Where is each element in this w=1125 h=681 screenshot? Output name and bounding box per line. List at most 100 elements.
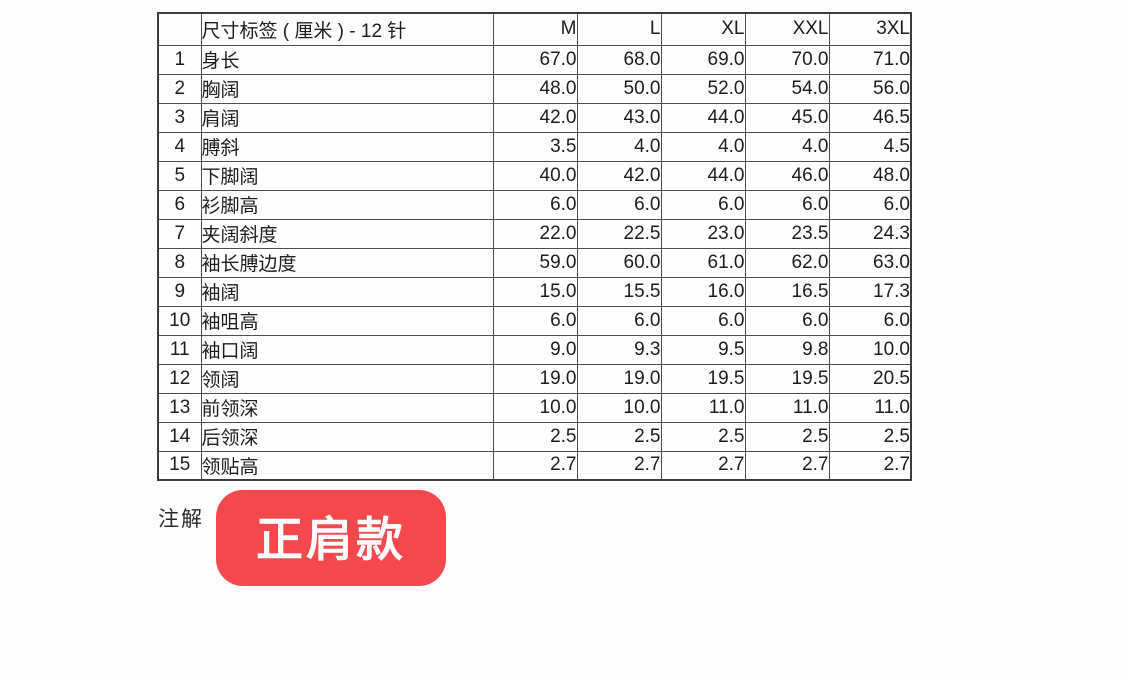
value-cell: 40.0 [492, 160, 578, 191]
row-number-cell: 12 [157, 363, 202, 394]
value-cell: 45.0 [744, 102, 830, 133]
table-row: 15 领贴高 2.7 2.7 2.7 2.7 2.7 [157, 450, 912, 481]
row-label-cell: 前领深 [200, 392, 494, 423]
value-cell: 6.0 [492, 305, 578, 336]
header-size-cell: XL [660, 12, 746, 46]
table-row: 8 袖长膊边度 59.0 60.0 61.0 62.0 63.0 [157, 247, 912, 278]
row-label-cell: 肩阔 [200, 102, 494, 133]
row-label-cell: 领贴高 [200, 450, 494, 481]
value-cell: 10.0 [492, 392, 578, 423]
value-cell: 44.0 [660, 102, 746, 133]
value-cell: 19.0 [576, 363, 662, 394]
row-number-cell: 5 [157, 160, 202, 191]
row-number-cell: 14 [157, 421, 202, 452]
value-cell: 6.0 [744, 305, 830, 336]
row-label-cell: 袖长膊边度 [200, 247, 494, 278]
value-cell: 2.7 [828, 450, 912, 481]
value-cell: 11.0 [660, 392, 746, 423]
row-label-cell: 领阔 [200, 363, 494, 394]
table-row: 5 下脚阔 40.0 42.0 44.0 46.0 48.0 [157, 160, 912, 191]
row-label-cell: 后领深 [200, 421, 494, 452]
value-cell: 46.5 [828, 102, 912, 133]
value-cell: 15.5 [576, 276, 662, 307]
value-cell: 59.0 [492, 247, 578, 278]
value-cell: 6.0 [828, 189, 912, 220]
header-size-cell: 3XL [828, 12, 912, 46]
table-row: 14 后领深 2.5 2.5 2.5 2.5 2.5 [157, 421, 912, 452]
row-number-cell: 10 [157, 305, 202, 336]
value-cell: 6.0 [744, 189, 830, 220]
value-cell: 4.0 [660, 131, 746, 162]
value-cell: 9.0 [492, 334, 578, 365]
value-cell: 52.0 [660, 73, 746, 104]
table-row: 1 身长 67.0 68.0 69.0 70.0 71.0 [157, 44, 912, 75]
value-cell: 6.0 [492, 189, 578, 220]
value-cell: 9.3 [576, 334, 662, 365]
value-cell: 9.8 [744, 334, 830, 365]
value-cell: 19.5 [744, 363, 830, 394]
value-cell: 44.0 [660, 160, 746, 191]
header-corner-cell [157, 12, 202, 46]
table-row: 10 袖咀高 6.0 6.0 6.0 6.0 6.0 [157, 305, 912, 336]
value-cell: 61.0 [660, 247, 746, 278]
value-cell: 24.3 [828, 218, 912, 249]
value-cell: 69.0 [660, 44, 746, 75]
value-cell: 70.0 [744, 44, 830, 75]
row-number-cell: 6 [157, 189, 202, 220]
table-row: 9 袖阔 15.0 15.5 16.0 16.5 17.3 [157, 276, 912, 307]
row-number-cell: 3 [157, 102, 202, 133]
style-badge-text: 正肩款 [256, 512, 406, 566]
size-chart-table: 尺寸标签 ( 厘米 ) - 12 针 M L XL XXL 3XL 1 身长 67.0 6… [157, 12, 912, 481]
value-cell: 22.0 [492, 218, 578, 249]
value-cell: 2.7 [744, 450, 830, 481]
value-cell: 2.5 [576, 421, 662, 452]
row-number-cell: 2 [157, 73, 202, 104]
value-cell: 23.0 [660, 218, 746, 249]
row-number-cell: 7 [157, 218, 202, 249]
row-label-cell: 夹阔斜度 [200, 218, 494, 249]
table-row: 11 袖口阔 9.0 9.3 9.5 9.8 10.0 [157, 334, 912, 365]
header-title-cell: 尺寸标签 ( 厘米 ) - 12 针 [200, 12, 494, 46]
row-number-cell: 4 [157, 131, 202, 162]
value-cell: 4.0 [576, 131, 662, 162]
row-number-cell: 1 [157, 44, 202, 75]
value-cell: 2.5 [828, 421, 912, 452]
row-number-cell: 8 [157, 247, 202, 278]
row-label-cell: 袖咀高 [200, 305, 494, 336]
value-cell: 48.0 [492, 73, 578, 104]
header-size-cell: M [492, 12, 578, 46]
row-label-cell: 下脚阔 [200, 160, 494, 191]
table-row: 12 领阔 19.0 19.0 19.5 19.5 20.5 [157, 363, 912, 394]
header-size-cell: L [576, 12, 662, 46]
row-label-cell: 衫脚高 [200, 189, 494, 220]
table-row: 7 夹阔斜度 22.0 22.5 23.0 23.5 24.3 [157, 218, 912, 249]
value-cell: 2.7 [492, 450, 578, 481]
value-cell: 10.0 [828, 334, 912, 365]
row-number-cell: 9 [157, 276, 202, 307]
table-header-row: 尺寸标签 ( 厘米 ) - 12 针 M L XL XXL 3XL [157, 12, 912, 46]
value-cell: 3.5 [492, 131, 578, 162]
value-cell: 6.0 [828, 305, 912, 336]
value-cell: 46.0 [744, 160, 830, 191]
header-size-cell: XXL [744, 12, 830, 46]
row-label-cell: 膊斜 [200, 131, 494, 162]
value-cell: 4.5 [828, 131, 912, 162]
style-badge: 正肩款 [216, 490, 446, 586]
table-row: 3 肩阔 42.0 43.0 44.0 45.0 46.5 [157, 102, 912, 133]
value-cell: 9.5 [660, 334, 746, 365]
value-cell: 23.5 [744, 218, 830, 249]
table-body: 1 身长 67.0 68.0 69.0 70.0 71.0 2 胸阔 48.0 50.0 5… [157, 44, 912, 481]
value-cell: 42.0 [576, 160, 662, 191]
row-number-cell: 13 [157, 392, 202, 423]
row-label-cell: 身长 [200, 44, 494, 75]
value-cell: 48.0 [828, 160, 912, 191]
value-cell: 4.0 [744, 131, 830, 162]
table-row: 4 膊斜 3.5 4.0 4.0 4.0 4.5 [157, 131, 912, 162]
row-number-cell: 15 [157, 450, 202, 481]
row-number-cell: 11 [157, 334, 202, 365]
value-cell: 2.7 [576, 450, 662, 481]
note-label: 注解 [158, 508, 204, 531]
value-cell: 19.5 [660, 363, 746, 394]
value-cell: 11.0 [828, 392, 912, 423]
